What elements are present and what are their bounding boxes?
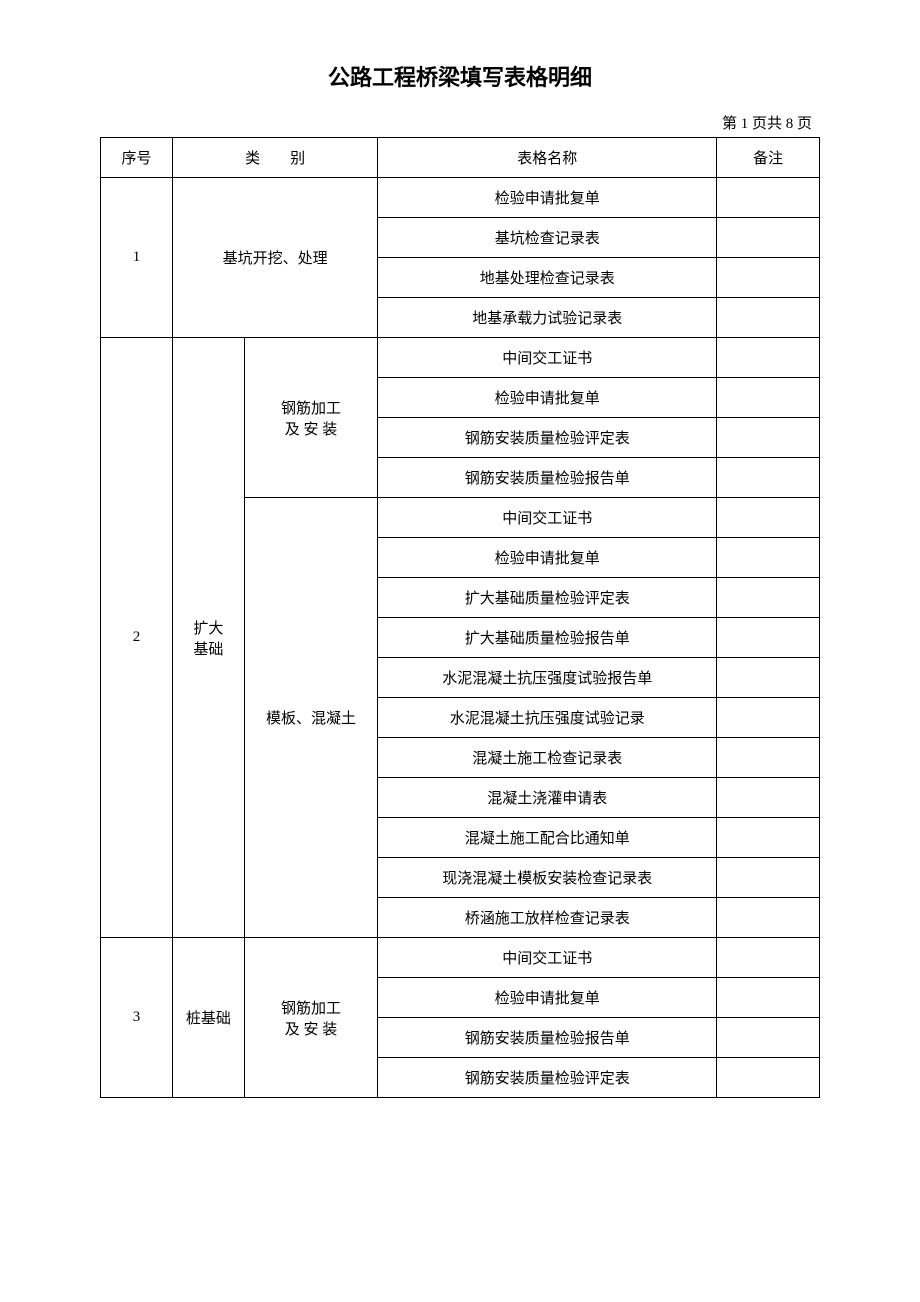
subcategory-cell: 钢筋加工及 安 装 — [244, 938, 378, 1098]
seq-cell: 1 — [101, 178, 173, 338]
form-name-cell: 检验申请批复单 — [378, 378, 717, 418]
remark-cell — [717, 898, 820, 938]
seq-cell: 2 — [101, 338, 173, 938]
form-name-cell: 桥涵施工放样检查记录表 — [378, 898, 717, 938]
remark-cell — [717, 698, 820, 738]
remark-cell — [717, 1018, 820, 1058]
form-name-cell: 水泥混凝土抗压强度试验报告单 — [378, 658, 717, 698]
category-main-cell: 桩基础 — [172, 938, 244, 1098]
form-name-cell: 中间交工证书 — [378, 938, 717, 978]
form-name-cell: 现浇混凝土模板安装检查记录表 — [378, 858, 717, 898]
form-name-cell: 中间交工证书 — [378, 338, 717, 378]
form-name-cell: 混凝土施工配合比通知单 — [378, 818, 717, 858]
remark-cell — [717, 858, 820, 898]
remark-cell — [717, 218, 820, 258]
form-name-cell: 扩大基础质量检验报告单 — [378, 618, 717, 658]
form-name-cell: 钢筋安装质量检验报告单 — [378, 458, 717, 498]
form-name-cell: 钢筋安装质量检验报告单 — [378, 1018, 717, 1058]
remark-cell — [717, 378, 820, 418]
form-name-cell: 中间交工证书 — [378, 498, 717, 538]
form-name-cell: 扩大基础质量检验评定表 — [378, 578, 717, 618]
page-info: 第 1 页共 8 页 — [100, 112, 820, 133]
remark-cell — [717, 538, 820, 578]
header-category: 类 别 — [172, 138, 377, 178]
remark-cell — [717, 498, 820, 538]
form-name-cell: 基坑检查记录表 — [378, 218, 717, 258]
subcategory-cell: 钢筋加工及 安 装 — [244, 338, 378, 498]
form-name-cell: 地基处理检查记录表 — [378, 258, 717, 298]
category-main-cell: 扩大基础 — [172, 338, 244, 938]
remark-cell — [717, 738, 820, 778]
form-name-cell: 检验申请批复单 — [378, 538, 717, 578]
table-header-row: 序号 类 别 表格名称 备注 — [101, 138, 820, 178]
header-remark: 备注 — [717, 138, 820, 178]
remark-cell — [717, 658, 820, 698]
table-row: 2 扩大基础 钢筋加工及 安 装 中间交工证书 — [101, 338, 820, 378]
remark-cell — [717, 978, 820, 1018]
forms-table: 序号 类 别 表格名称 备注 1 基坑开挖、处理 检验申请批复单 基坑检查记录表… — [100, 137, 820, 1098]
form-name-cell: 检验申请批复单 — [378, 978, 717, 1018]
remark-cell — [717, 1058, 820, 1098]
remark-cell — [717, 258, 820, 298]
remark-cell — [717, 458, 820, 498]
form-name-cell: 混凝土浇灌申请表 — [378, 778, 717, 818]
form-name-cell: 钢筋安装质量检验评定表 — [378, 1058, 717, 1098]
remark-cell — [717, 298, 820, 338]
seq-cell: 3 — [101, 938, 173, 1098]
form-name-cell: 地基承载力试验记录表 — [378, 298, 717, 338]
table-row: 3 桩基础 钢筋加工及 安 装 中间交工证书 — [101, 938, 820, 978]
remark-cell — [717, 778, 820, 818]
remark-cell — [717, 818, 820, 858]
form-name-cell: 钢筋安装质量检验评定表 — [378, 418, 717, 458]
remark-cell — [717, 578, 820, 618]
document-title: 公路工程桥梁填写表格明细 — [100, 60, 820, 92]
subcategory-cell: 模板、混凝土 — [244, 498, 378, 938]
form-name-cell: 水泥混凝土抗压强度试验记录 — [378, 698, 717, 738]
remark-cell — [717, 418, 820, 458]
table-row: 1 基坑开挖、处理 检验申请批复单 — [101, 178, 820, 218]
form-name-cell: 混凝土施工检查记录表 — [378, 738, 717, 778]
remark-cell — [717, 618, 820, 658]
category-cell: 基坑开挖、处理 — [172, 178, 377, 338]
remark-cell — [717, 338, 820, 378]
header-seq: 序号 — [101, 138, 173, 178]
remark-cell — [717, 178, 820, 218]
remark-cell — [717, 938, 820, 978]
header-form-name: 表格名称 — [378, 138, 717, 178]
form-name-cell: 检验申请批复单 — [378, 178, 717, 218]
